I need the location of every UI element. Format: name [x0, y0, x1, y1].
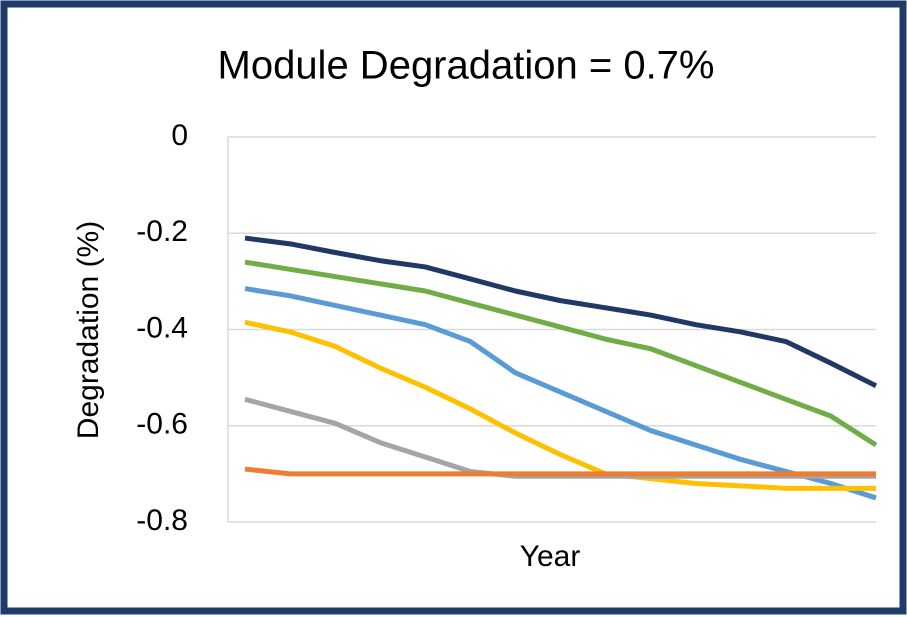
data-line — [244, 235, 878, 389]
data-line — [244, 286, 877, 501]
x-axis-label: Year — [520, 540, 581, 573]
data-line — [244, 466, 876, 477]
y-tick-label: -0.2 — [136, 215, 188, 248]
y-axis-label: Degradation (%) — [72, 221, 105, 439]
chart-title: Module Degradation = 0.7% — [218, 44, 715, 88]
y-tick-label: -0.4 — [136, 311, 188, 344]
y-tick-label: 0 — [171, 119, 188, 152]
data-line — [244, 259, 878, 448]
y-tick-label: -0.8 — [136, 504, 188, 537]
y-tick-label: -0.6 — [136, 408, 188, 441]
data-line — [244, 319, 876, 491]
